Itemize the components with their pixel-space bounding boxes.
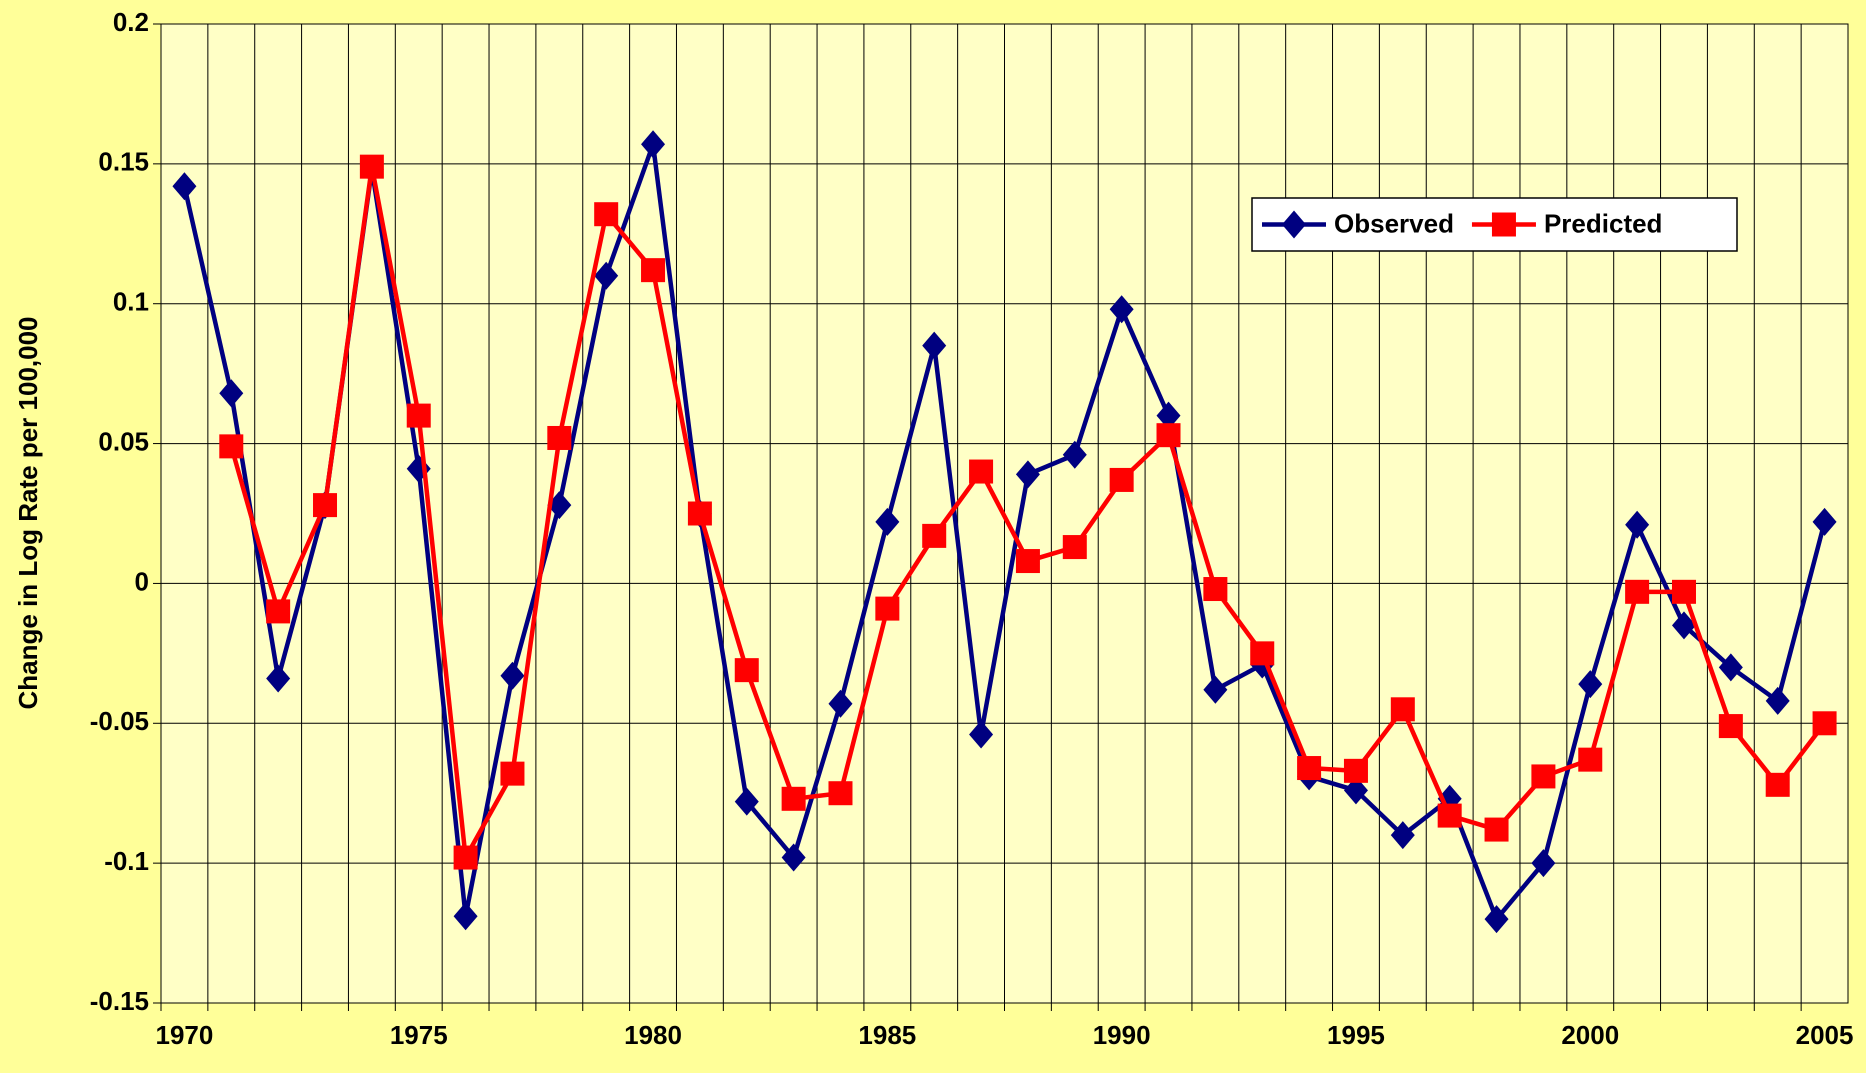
marker: [969, 720, 994, 749]
series-line: [182, 142, 1827, 922]
marker: [1812, 711, 1837, 736]
marker: [828, 781, 853, 806]
marker: [1062, 535, 1087, 560]
marker: [781, 843, 806, 872]
marker: [1578, 747, 1603, 772]
marker: [1812, 507, 1837, 536]
marker: [734, 658, 759, 683]
marker: [359, 154, 384, 179]
y-tick-label: -0.1: [104, 846, 149, 876]
x-tick-label: 1980: [624, 1020, 682, 1050]
marker: [594, 261, 619, 290]
marker: [406, 403, 431, 428]
marker: [266, 599, 291, 624]
marker: [875, 596, 900, 621]
marker: [1718, 714, 1743, 739]
x-tick-label: 1975: [390, 1020, 448, 1050]
y-tick-label: 0.1: [113, 287, 149, 317]
marker: [547, 491, 572, 520]
marker: [1671, 579, 1696, 604]
marker: [453, 845, 478, 870]
y-axis-label: Change in Log Rate per 100,000: [13, 316, 43, 709]
marker: [1156, 401, 1181, 430]
marker: [828, 689, 853, 718]
x-tick-label: 2000: [1561, 1020, 1619, 1050]
y-tick-label: 0.2: [113, 7, 149, 37]
marker: [687, 501, 712, 526]
marker: [734, 787, 759, 816]
x-tick-label: 1985: [858, 1020, 916, 1050]
legend: Observed Predicted: [1251, 197, 1738, 252]
marker: [313, 493, 338, 518]
y-tick-label: 0: [135, 566, 149, 596]
marker: [1491, 212, 1516, 237]
marker: [1671, 611, 1696, 640]
marker: [1282, 210, 1306, 239]
marker: [1531, 849, 1556, 878]
marker: [1343, 758, 1368, 783]
x-tick-label: 1995: [1327, 1020, 1385, 1050]
marker: [1109, 467, 1134, 492]
marker: [922, 331, 947, 360]
marker: [1203, 675, 1228, 704]
marker: [1062, 440, 1087, 469]
marker: [1625, 579, 1650, 604]
marker: [1390, 821, 1415, 850]
marker: [500, 761, 525, 786]
marker: [219, 379, 244, 408]
marker: [1343, 776, 1368, 805]
marker: [641, 258, 666, 283]
marker: [1625, 510, 1650, 539]
marker: [1578, 670, 1603, 699]
marker: [453, 902, 478, 931]
marker: [219, 434, 244, 459]
marker: [1297, 756, 1322, 781]
y-tick-label: 0.05: [98, 426, 149, 456]
legend-label: Observed: [1334, 208, 1454, 238]
marker: [781, 786, 806, 811]
x-tick-label: 1990: [1093, 1020, 1151, 1050]
x-tick-label: 1970: [156, 1020, 214, 1050]
marker: [1765, 772, 1790, 797]
marker: [266, 664, 291, 693]
marker: [1156, 423, 1181, 448]
marker: [1015, 549, 1040, 574]
marker: [1437, 803, 1462, 828]
y-tick-label: -0.05: [90, 706, 149, 736]
marker: [1484, 817, 1509, 842]
marker: [969, 459, 994, 484]
y-tick-label: -0.15: [90, 986, 149, 1016]
x-tick-label: 2005: [1796, 1020, 1854, 1050]
legend-label: Predicted: [1544, 208, 1663, 238]
marker: [500, 661, 525, 690]
marker: [1390, 697, 1415, 722]
marker: [641, 130, 666, 159]
marker: [875, 507, 900, 536]
marker: [1765, 686, 1790, 715]
marker: [1484, 905, 1509, 934]
marker: [1015, 460, 1040, 489]
marker: [1531, 764, 1556, 789]
marker: [594, 202, 619, 227]
marker: [1109, 295, 1134, 324]
marker: [1250, 641, 1275, 666]
y-tick-label: 0.15: [98, 147, 149, 177]
marker: [547, 425, 572, 450]
marker: [922, 523, 947, 548]
marker: [1203, 577, 1228, 602]
marker: [1718, 653, 1743, 682]
marker: [172, 172, 197, 201]
